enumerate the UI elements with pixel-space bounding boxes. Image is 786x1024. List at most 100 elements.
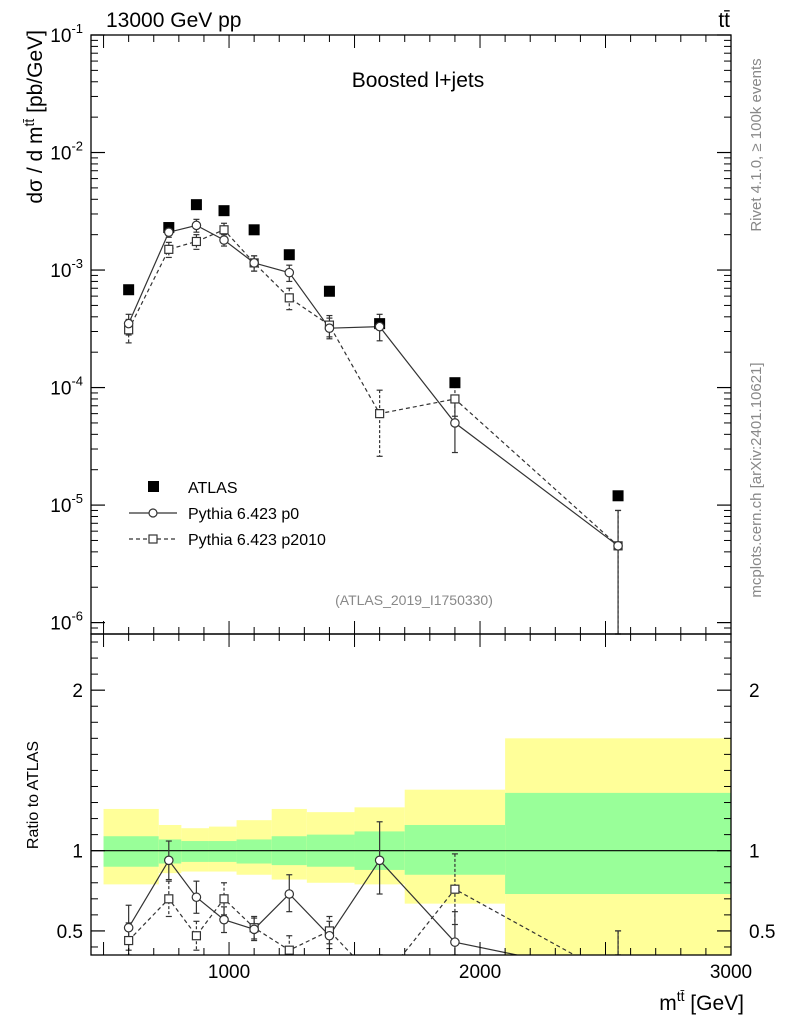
top-y-tick-base-5: 10 — [50, 26, 71, 47]
top-p0-point-4 — [249, 258, 259, 268]
x-tick-label-0: 1000 — [208, 962, 250, 983]
top-y-tick-base-4: 10 — [50, 144, 71, 165]
atlas-point-8 — [449, 377, 461, 389]
ratio-stat-band-3 — [208, 841, 237, 862]
atlas-point-4 — [248, 224, 260, 236]
ratio-stat-band-1 — [158, 839, 182, 864]
ratio-p0-point-2 — [191, 892, 202, 903]
main-plot-frame — [90, 34, 732, 635]
atlas-point-5 — [283, 249, 295, 261]
top-y-tick-base-1: 10 — [50, 496, 71, 517]
top-y-tick-base-3: 10 — [50, 261, 71, 282]
ratio-p0-point-4 — [249, 924, 259, 935]
atlas-point-3 — [218, 205, 230, 217]
x-axis-label-unit: [GeV] — [684, 992, 744, 1015]
legend-p2010-marker — [148, 534, 158, 544]
top-p0-point-9 — [613, 541, 623, 551]
top-y-tick-label-4: 10-2 — [50, 139, 83, 165]
ratio-line-1 — [128, 888, 576, 955]
header-right-title: tt̄ — [718, 9, 730, 32]
x-axis-label-sup: tt̄ — [677, 988, 685, 1004]
top-y-tick-label-2: 10-4 — [50, 374, 83, 400]
top-y-axis-label-main: dσ / d m — [24, 127, 47, 204]
top-line-1 — [128, 224, 619, 547]
top-y-tick-exp-1: -5 — [71, 491, 83, 506]
top-y-tick-exp-0: -6 — [71, 609, 83, 624]
top-y-tick-label-3: 10-3 — [50, 256, 83, 282]
ratio-y-tick-label-right-1: 1 — [749, 842, 760, 863]
top-y-axis-label-unit: [pb/GeV] — [24, 30, 47, 119]
top-p2010-point-1 — [164, 244, 174, 254]
x-axis-label: mtt̄ [GeV] — [659, 988, 744, 1015]
atlas-point-6 — [323, 285, 335, 297]
ratio-stat-band-8 — [404, 824, 506, 875]
atlas-point-9 — [612, 490, 624, 502]
ratio-p0-point-7 — [374, 855, 385, 866]
x-tick-label-2: 3000 — [710, 962, 752, 983]
top-y-tick-base-2: 10 — [50, 379, 71, 400]
top-p0-point-5 — [284, 267, 295, 278]
ratio-y-axis-label: Ratio to ATLAS — [25, 741, 42, 849]
top-p2010-point-2 — [191, 236, 202, 247]
mcplots-label: mcplots.cern.ch [arXiv:2401.10621] — [748, 362, 765, 597]
legend-atlas-marker — [148, 481, 159, 492]
ratio-y-tick-label-left-2: 2 — [72, 681, 83, 702]
top-y-tick-label-1: 10-5 — [50, 491, 83, 517]
top-y-tick-label-5: 10-1 — [50, 21, 83, 47]
top-p2010-point-3 — [219, 225, 229, 235]
legend-p2010-label: Pythia 6.423 p2010 — [188, 532, 326, 549]
atlas-point-0 — [123, 284, 135, 296]
ratio-p0-point-6 — [324, 930, 335, 941]
ratio-plot-panel — [91, 738, 731, 955]
top-y-tick-exp-2: -4 — [71, 374, 83, 389]
ratio-p2010-point-1 — [164, 894, 174, 904]
legend-p0-label: Pythia 6.423 p0 — [188, 506, 299, 523]
legend: ATLAS Pythia 6.423 p0 Pythia 6.423 p2010 — [129, 480, 326, 549]
main-plot-panel — [123, 199, 624, 635]
top-p2010-point-5 — [284, 293, 294, 303]
ratio-stat-band-9 — [505, 792, 731, 895]
ratio-stat-band-2 — [181, 841, 209, 862]
x-axis-label-m: m — [659, 992, 677, 1015]
top-y-axis-label: dσ / d mtt̄ [pb/GeV] — [21, 30, 47, 204]
ratio-plot-frame — [90, 633, 732, 956]
ratio-p0-point-3 — [219, 914, 229, 925]
atlas-point-2 — [190, 199, 202, 211]
top-p0-point-7 — [374, 321, 385, 332]
top-y-tick-label-0: 10-6 — [50, 609, 83, 635]
ratio-line-0 — [128, 859, 520, 955]
ratio-y-tick-label-right-0: 0.5 — [749, 922, 775, 943]
ratio-p2010-point-0 — [124, 935, 134, 946]
top-p0-point-8 — [450, 418, 460, 428]
ratio-y-tick-label-left-1: 1 — [72, 842, 83, 863]
ratio-stat-band-0 — [103, 836, 159, 867]
top-y-tick-exp-4: -2 — [71, 139, 83, 154]
chart-title: Boosted l+jets — [352, 69, 485, 92]
top-p0-point-1 — [164, 227, 174, 237]
header-left-title: 13000 GeV pp — [106, 9, 241, 32]
ratio-p2010-point-5 — [284, 945, 294, 955]
top-line-2 — [128, 229, 619, 547]
top-p0-point-3 — [219, 235, 229, 245]
top-p0-point-6 — [324, 323, 335, 334]
legend-atlas-label: ATLAS — [188, 480, 238, 497]
rivet-label: Rivet 4.1.0, ≥ 100k events — [748, 58, 765, 231]
legend-p0-marker — [148, 508, 158, 518]
ratio-p2010-point-8 — [450, 884, 460, 894]
ratio-y-tick-label-left-0: 0.5 — [57, 922, 83, 943]
top-y-tick-exp-5: -1 — [71, 21, 83, 36]
ratio-p2010-point-2 — [191, 931, 202, 941]
top-y-tick-base-0: 10 — [50, 614, 71, 635]
ratio-y-tick-label-right-2: 2 — [749, 681, 760, 702]
top-y-axis-label-sup: tt̄ — [21, 119, 37, 127]
ratio-p2010-point-3 — [219, 894, 229, 904]
ratio-p0-point-0 — [123, 922, 134, 933]
analysis-id: (ATLAS_2019_I1750330) — [335, 592, 493, 608]
top-p2010-point-8 — [450, 394, 460, 404]
ratio-stat-band-4 — [236, 839, 272, 864]
x-tick-label-1: 2000 — [459, 962, 501, 983]
top-p0-point-2 — [191, 220, 202, 231]
top-y-tick-exp-3: -3 — [71, 256, 83, 271]
top-p0-point-0 — [123, 318, 134, 329]
